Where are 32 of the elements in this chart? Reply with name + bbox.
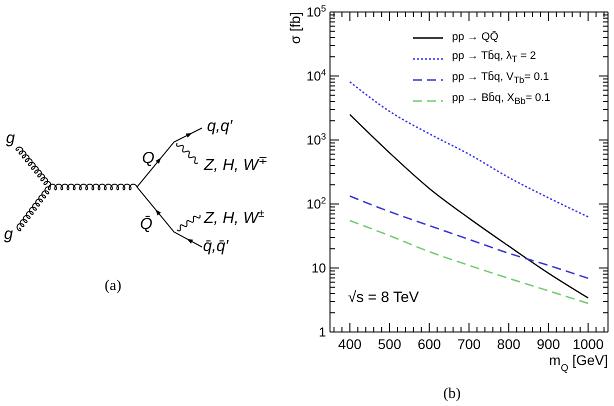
x-tick-label: 900 [536,336,560,352]
text: q,q′ [207,118,234,135]
line-series [349,220,589,304]
text: Z, H, W$^{±}$ [203,208,264,227]
text: g [6,130,15,147]
legend-label: pp → QQ̄ [452,31,498,44]
text: Q [142,150,154,167]
text: Q̄ [140,216,152,233]
x-axis-title: m$_{Q}$ [GeV] [549,352,608,374]
line-series [349,195,589,280]
x-tick-label: 400 [338,336,362,352]
y-tick-label: 10$^{5}$ [306,4,326,20]
x-tick-label: 1000 [572,336,604,352]
x-tick-label: 800 [497,336,521,352]
y-tick-label: 1 [318,324,326,340]
text: (a) [104,278,122,294]
y-tick-label: 10$^{2}$ [306,196,326,212]
text: Z, H, W$^{∓}$ [203,155,268,174]
x-tick-label: 500 [378,336,402,352]
y-tick-label: 10$^{3}$ [306,132,326,148]
y-tick-label: 10$^{4}$ [306,68,326,84]
x-tick-label: 600 [418,336,442,352]
legend-label: pp → Tb̄q, V$_{Tb}$= 0.1 [452,71,550,88]
legend-label: pp → Bb̄q, X$_{Bb}$= 0.1 [452,92,550,109]
y-tick-label: 10 [312,260,326,276]
y-axis-title: σ [fb] [287,12,303,44]
legend-label: pp → Tb̄q, λ$_{T}$ = 2 [452,50,536,67]
text: (b) [443,386,461,402]
text: g [4,226,13,243]
text: q̄,q̄′ [203,238,230,255]
annotation: √s = 8 TeV [348,289,419,306]
x-tick-label: 700 [457,336,481,352]
